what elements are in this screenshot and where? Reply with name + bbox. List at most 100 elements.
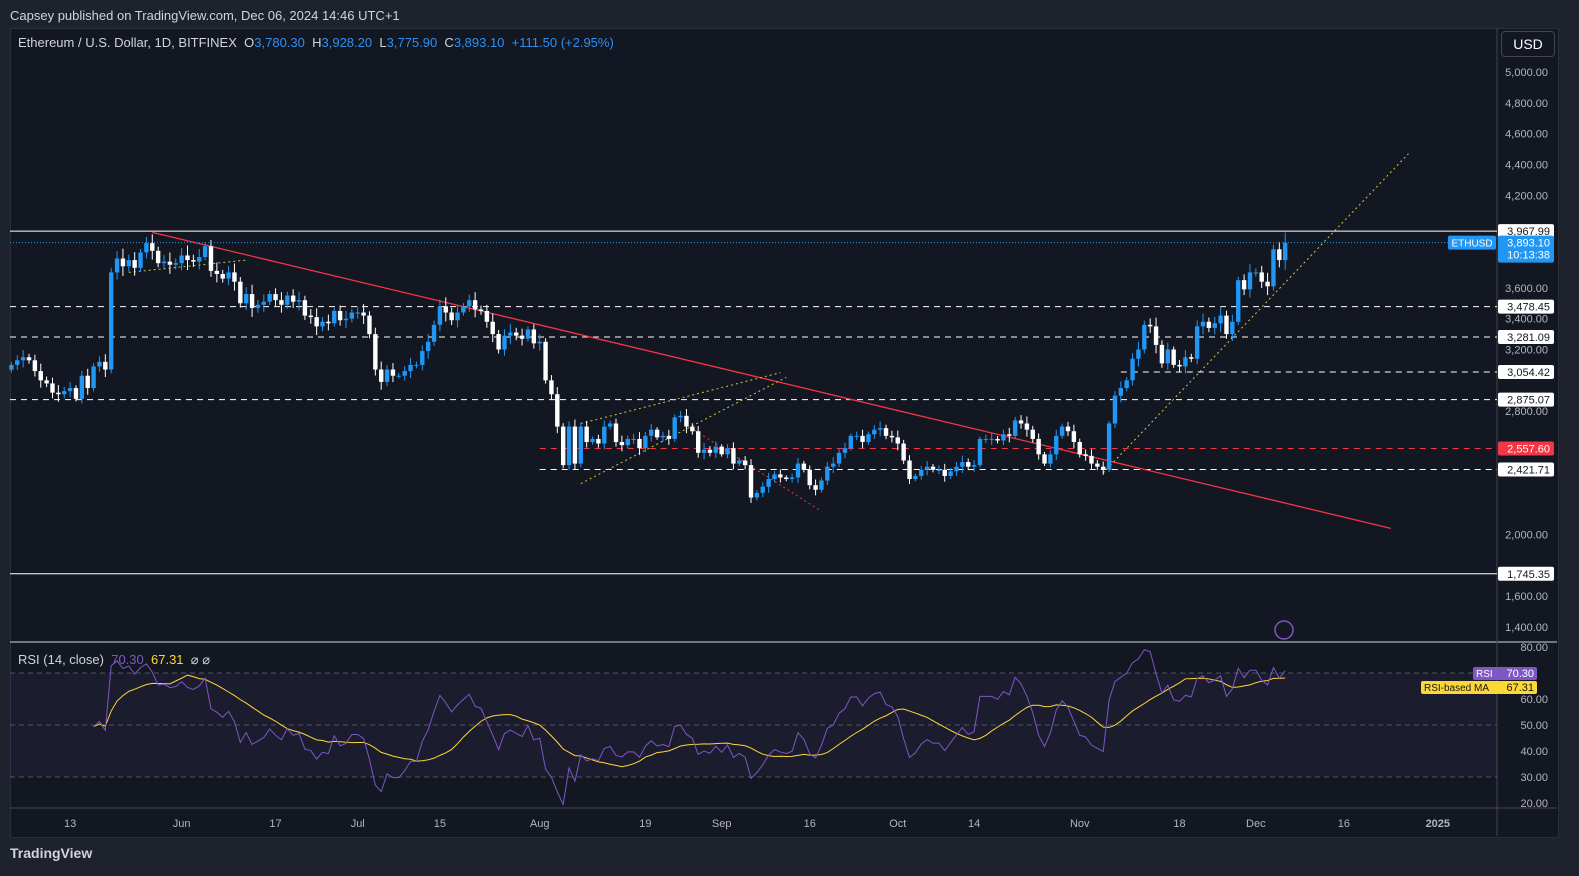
- candle-body: [326, 321, 331, 324]
- time-tick: 2025: [1426, 818, 1450, 830]
- candle-body: [126, 260, 131, 267]
- price-tick: 4,800.00: [1505, 98, 1548, 110]
- candle-body: [273, 294, 278, 301]
- tradingview-logo-text: TradingView: [10, 845, 93, 861]
- candle-body: [1165, 349, 1170, 364]
- price-tick: 5,000.00: [1505, 67, 1548, 79]
- chart-frame[interactable]: [10, 28, 1559, 838]
- rsi-label-bg: [1473, 667, 1537, 680]
- currency-button[interactable]: USD: [1501, 31, 1555, 57]
- symbol-tag-bg: [1448, 235, 1496, 250]
- candle-body: [155, 250, 161, 264]
- time-tick: Aug: [530, 818, 550, 830]
- candle-body: [913, 475, 918, 480]
- candle-body: [584, 426, 589, 443]
- candle-body: [795, 463, 801, 478]
- time-tick: 13: [64, 818, 76, 830]
- candle-body: [290, 295, 296, 302]
- candle-body: [713, 446, 718, 453]
- candle-body: [525, 329, 531, 339]
- time-tick: Jun: [173, 818, 191, 830]
- level-label-bg: [1498, 441, 1554, 456]
- candle-body: [889, 435, 895, 438]
- candle-body: [948, 471, 953, 476]
- trendline: [1102, 153, 1409, 474]
- candle-body: [754, 492, 760, 498]
- candle-body: [150, 243, 155, 251]
- candle-body: [1153, 326, 1159, 345]
- candle-body: [1206, 321, 1212, 328]
- trendline: [580, 376, 787, 485]
- rsi-line: [93, 649, 1286, 806]
- candle-body: [977, 438, 983, 466]
- candle-body: [695, 431, 701, 453]
- candle-body: [20, 357, 26, 361]
- candle-body: [514, 332, 519, 336]
- candle-body: [883, 428, 889, 436]
- candle-body: [85, 375, 90, 389]
- candle-body: [261, 301, 267, 305]
- level-label-bg: [1498, 299, 1554, 314]
- candle-body: [26, 357, 32, 361]
- candle-body: [402, 371, 407, 376]
- time-tick: Oct: [889, 818, 906, 830]
- candle-body: [919, 469, 924, 476]
- candle-body: [560, 426, 566, 466]
- candle-body: [778, 474, 783, 478]
- time-tick: 16: [1338, 818, 1350, 830]
- candle-body: [819, 480, 824, 490]
- candle-body: [631, 438, 636, 440]
- candle-body: [1036, 438, 1041, 455]
- rsi-ma-line: [93, 674, 1286, 768]
- change-value: +111.50 (+2.95%): [511, 35, 614, 50]
- candle-body: [343, 318, 349, 321]
- ma-label-bg: [1421, 681, 1537, 694]
- ma-label: RSI-based MA: [1424, 683, 1489, 694]
- level-label: 3,281.09: [1507, 332, 1550, 344]
- candle-body: [249, 294, 255, 308]
- candle-body: [332, 310, 337, 324]
- candle-body: [566, 426, 572, 466]
- candle-body: [549, 380, 554, 395]
- trendline: [686, 424, 822, 512]
- candle-body: [97, 361, 102, 367]
- candle-body: [784, 477, 789, 480]
- candle-body: [971, 465, 977, 467]
- candle-body: [1077, 442, 1082, 455]
- candle-body: [144, 243, 149, 253]
- candle-body: [91, 366, 96, 389]
- price-tick: 4,600.00: [1505, 129, 1548, 141]
- price-tick: 2,800.00: [1505, 406, 1548, 418]
- candle-body: [67, 388, 73, 392]
- rsi-title: RSI (14, close): [18, 652, 104, 667]
- candle-body: [1059, 426, 1065, 436]
- candle-body: [1189, 357, 1194, 359]
- price-tick: 3,600.00: [1505, 283, 1548, 295]
- candle-body: [1101, 466, 1106, 470]
- candle-body: [983, 438, 989, 440]
- candle-body: [1271, 249, 1276, 287]
- time-tick: 14: [968, 818, 980, 830]
- candle-body: [1042, 454, 1047, 464]
- trendline: [152, 231, 1392, 529]
- candle-body: [1048, 454, 1053, 464]
- candle-body: [672, 417, 677, 439]
- candle-body: [519, 335, 525, 339]
- symbol-title: Ethereum / U.S. Dollar, 1D, BITFINEX: [18, 35, 237, 50]
- candle-body: [161, 261, 167, 264]
- candle-body: [414, 364, 419, 366]
- candle-body: [807, 469, 812, 486]
- rsi-tick: 80.00: [1520, 642, 1548, 654]
- candle-body: [179, 255, 184, 264]
- candle-body: [619, 442, 625, 446]
- level-label: 2,557.60: [1507, 444, 1550, 456]
- candle-body: [44, 380, 49, 384]
- price-tick: 3,400.00: [1505, 314, 1548, 326]
- candle-body: [842, 448, 848, 453]
- level-label-bg: [1498, 462, 1554, 477]
- candle-body: [32, 360, 38, 372]
- candle-body: [995, 438, 1000, 441]
- visibility-icons[interactable]: ⌀ ⌀: [190, 652, 211, 667]
- rsi-label-value: 70.30: [1506, 668, 1534, 680]
